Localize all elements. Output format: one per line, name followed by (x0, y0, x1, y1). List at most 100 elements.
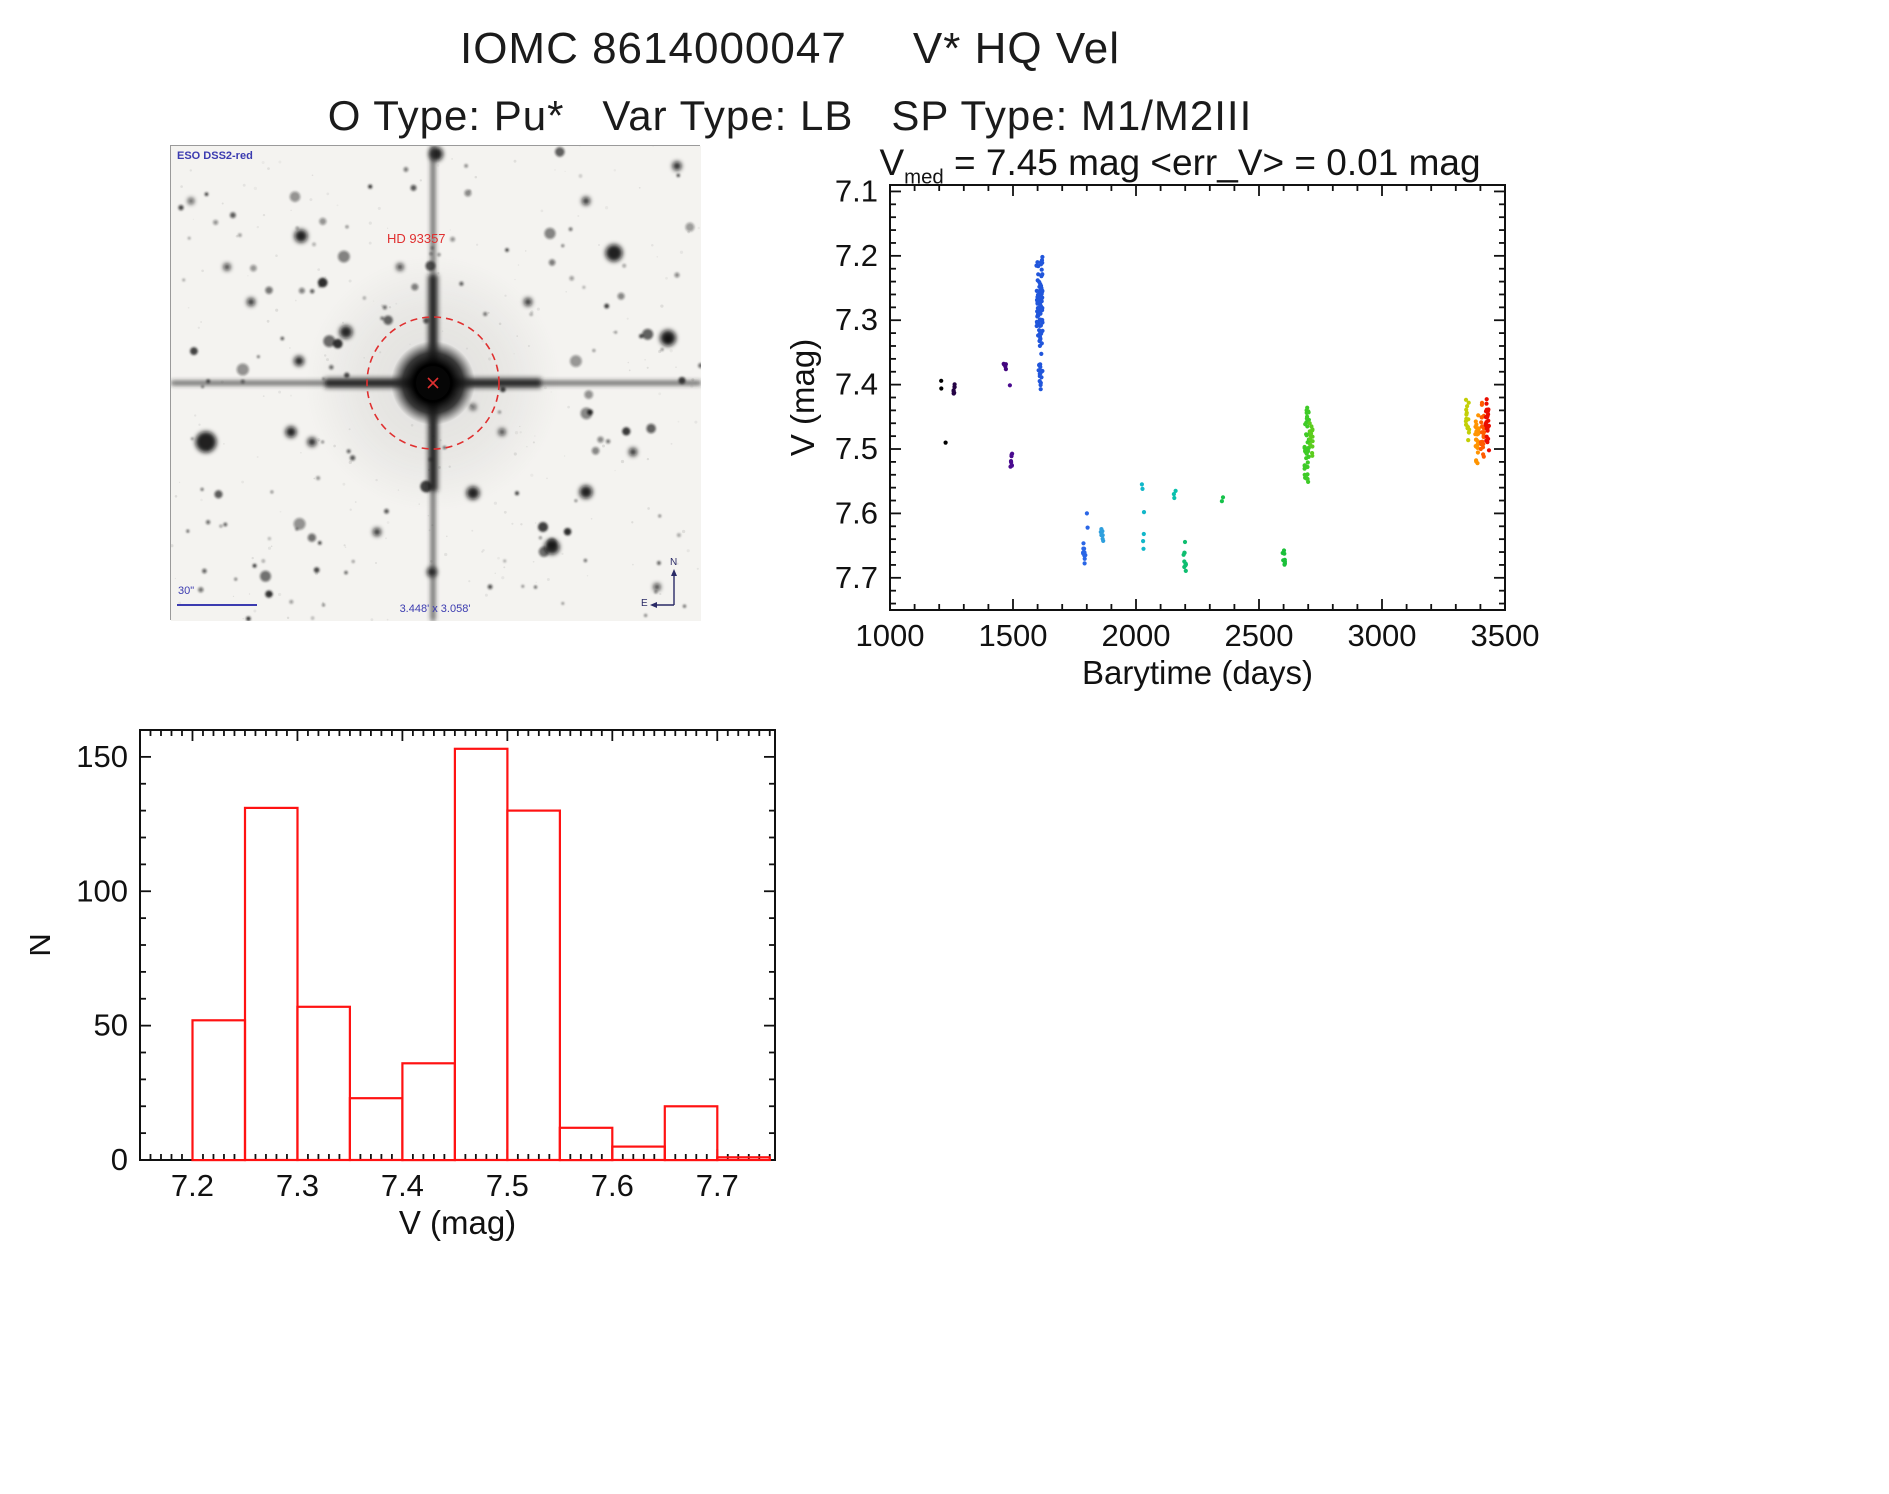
data-point (1464, 416, 1469, 421)
data-point (939, 386, 944, 391)
data-point (1034, 319, 1039, 324)
y-tick-label: 7.1 (835, 173, 878, 208)
data-point (1038, 380, 1043, 385)
data-point (1302, 463, 1307, 468)
data-point (1139, 482, 1144, 487)
data-point (1003, 367, 1008, 372)
data-points (939, 254, 1492, 573)
data-point (1305, 460, 1310, 465)
data-point (1037, 295, 1043, 300)
data-point (1038, 283, 1044, 288)
data-point (1484, 407, 1489, 412)
x-tick-label: 2000 (1102, 618, 1171, 653)
target-star-label: HD 93357 (387, 231, 446, 246)
data-point (1480, 424, 1485, 429)
data-point (1173, 488, 1178, 493)
x-tick-label: 7.7 (696, 1168, 739, 1203)
data-point (1099, 527, 1104, 532)
data-point (1464, 407, 1469, 412)
data-point (1181, 552, 1186, 557)
data-point (1039, 267, 1044, 272)
x-tick-label: 7.3 (276, 1168, 319, 1203)
data-point (943, 440, 948, 445)
data-point (1182, 564, 1187, 570)
data-point (1307, 421, 1312, 426)
data-point (1040, 272, 1045, 277)
data-point (1464, 410, 1469, 415)
data-point (1039, 351, 1044, 356)
x-tick-label: 7.2 (171, 1168, 214, 1203)
lightcurve-title-subscript: med (904, 166, 944, 189)
data-point (1035, 298, 1040, 303)
x-tick-label: 1500 (979, 618, 1048, 653)
data-point (1282, 551, 1287, 556)
data-point (1465, 426, 1470, 431)
histogram-bar (663, 1105, 719, 1162)
data-point (1479, 400, 1485, 405)
data-point (1141, 510, 1147, 515)
histogram-bar (348, 1097, 404, 1162)
data-point (1141, 546, 1146, 551)
page-title: IOMC 8614000047 V* HQ Vel (459, 24, 1121, 73)
field-of-view-label: 3.448' x 3.058' (399, 603, 471, 615)
data-point (1141, 531, 1146, 537)
data-point (1100, 536, 1105, 541)
data-point (1141, 539, 1146, 544)
data-point (1466, 438, 1471, 443)
data-point (951, 389, 956, 394)
y-tick-label: 7.3 (835, 302, 878, 337)
x-tick-label: 7.6 (591, 1168, 634, 1203)
data-point (1476, 431, 1481, 436)
data-point (1304, 451, 1309, 456)
data-point (1466, 400, 1471, 405)
histogram-bar (558, 1126, 614, 1162)
data-point (1039, 368, 1044, 373)
data-point (1282, 561, 1287, 566)
histogram-bar (611, 1145, 666, 1162)
data-point (1464, 422, 1469, 427)
x-tick-label: 7.4 (381, 1168, 424, 1203)
histogram-bar (191, 1019, 247, 1162)
lightcurve-plot: 1000 1500 2000 2500 3000 3500 7.1 7.2 7.3 7.4 7.5 7… (784, 173, 1540, 691)
data-point (1486, 448, 1492, 453)
data-point (1304, 416, 1309, 421)
x-axis-label: Barytime (days) (1082, 654, 1313, 691)
data-point (1465, 404, 1470, 409)
data-point (1480, 445, 1486, 450)
data-point (1039, 341, 1044, 346)
x-tick-label: 7.5 (486, 1168, 529, 1203)
y-tick-label: 50 (94, 1008, 128, 1043)
finding-chart: ESO DSS2-red HD 93357 30" 3.448' x 3.058… (170, 145, 701, 621)
y-tick-label: 0 (111, 1142, 128, 1177)
data-point (1306, 445, 1311, 451)
data-point (1037, 279, 1042, 285)
histogram-bar (296, 1005, 351, 1162)
starfield-image (171, 146, 701, 621)
x-tick-label: 3500 (1471, 618, 1540, 653)
axis-ticks (889, 185, 1506, 610)
y-tick-label: 150 (76, 739, 128, 774)
data-point (1038, 329, 1043, 335)
data-point (1481, 454, 1486, 459)
target-cross-icon (427, 377, 439, 389)
data-point (1302, 472, 1307, 477)
data-point (1182, 539, 1188, 545)
data-point (1039, 375, 1044, 380)
data-point (1035, 260, 1040, 265)
data-point (1310, 428, 1315, 433)
y-axis-label: N (30, 933, 57, 957)
data-point (1183, 568, 1188, 573)
histogram-bar (506, 809, 561, 1162)
data-point (1475, 450, 1480, 455)
data-point (1171, 492, 1176, 497)
y-axis-label: V (mag) (784, 339, 821, 456)
data-point (1308, 442, 1313, 447)
compass-arrows-icon (650, 569, 677, 608)
histogram-plot: 7.2 7.3 7.4 7.5 7.6 7.7 0 50 100 150 V (mag) N (30, 729, 776, 1241)
data-point (1038, 303, 1043, 309)
lightcurve-title: Vmed = 7.45 mag <err_V> = 0.01 mag (830, 142, 1530, 189)
data-point (1481, 430, 1487, 435)
data-point (1172, 495, 1177, 501)
data-point (1034, 288, 1039, 293)
